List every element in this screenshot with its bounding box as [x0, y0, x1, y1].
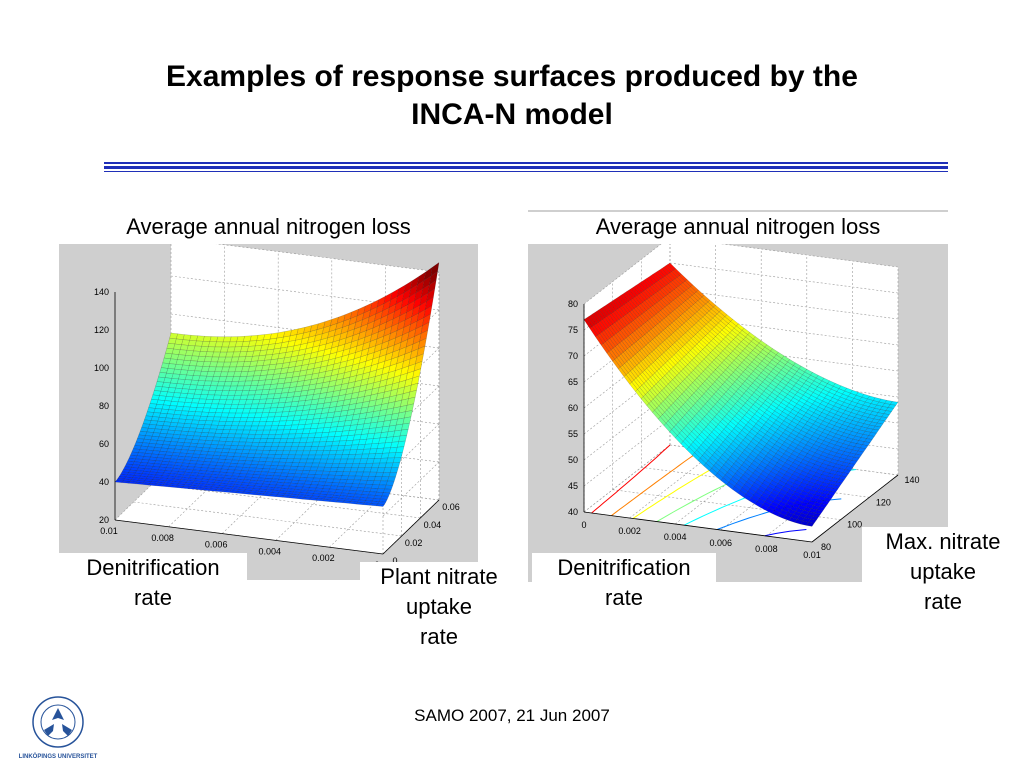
- y-tick-label: 120: [876, 497, 891, 507]
- x-axis-line: [114, 519, 384, 555]
- grid-line: [382, 461, 440, 517]
- chart-2-panel: 0 0.002 0.004 0.006 0.008 0.01 80 100 120 140 40 45…: [528, 210, 948, 582]
- y-axis-line: [811, 474, 899, 543]
- z-tick-label: 20: [99, 515, 109, 525]
- x-tick-label: 0.002: [312, 553, 335, 563]
- z-tick-label: 45: [568, 481, 578, 491]
- y-tick-label: 0.04: [424, 520, 442, 530]
- x-tick-label: 0.002: [618, 526, 641, 536]
- surface-cell: [376, 503, 385, 507]
- y-tick-label: 0.06: [442, 502, 460, 512]
- x-tick-label: 0.01: [100, 526, 118, 536]
- surface-cell: [394, 452, 403, 458]
- x-tick-label: 0.008: [151, 533, 174, 543]
- floor-contour: [591, 444, 671, 514]
- title-rule-middle: [104, 166, 948, 169]
- x-tick-label: 0.008: [755, 544, 778, 554]
- x-tick-label: 0.006: [205, 540, 228, 550]
- z-tick-label: 60: [568, 403, 578, 413]
- x-tick-label: 0: [581, 520, 586, 530]
- chart-1-panel: 0.010.0080.0060.0040.002000.020.040.0620…: [59, 216, 478, 580]
- z-tick-label: 75: [568, 325, 578, 335]
- y-tick-label: 100: [847, 520, 862, 530]
- y-tick-label: 80: [821, 542, 831, 552]
- z-tick-label: 40: [568, 507, 578, 517]
- surface-cell: [391, 462, 400, 468]
- surface: [583, 262, 899, 527]
- chart-1-plot: 0.010.0080.0060.0040.002000.020.040.0620…: [94, 237, 460, 570]
- z-tick-label: 55: [568, 429, 578, 439]
- z-tick-label: 65: [568, 377, 578, 387]
- y-axis-line: [382, 499, 440, 555]
- chart-2-y-axis-label: Max. nitrate uptake rate: [862, 527, 1024, 614]
- surface-cell: [397, 440, 406, 448]
- grid-line: [133, 501, 402, 537]
- logo-wordmark: LINKÖPINGS UNIVERSITET: [19, 753, 98, 760]
- title-line-1: Examples of response surfaces produced b…: [166, 60, 858, 93]
- z-tick-label: 60: [99, 439, 109, 449]
- surface: [114, 262, 440, 507]
- z-tick-label: 140: [94, 287, 109, 297]
- surface-cell: [383, 488, 392, 494]
- surface-cell: [384, 484, 393, 490]
- surface-cell: [583, 318, 593, 329]
- surface-cell: [392, 457, 402, 463]
- surface-cell: [395, 446, 405, 453]
- floor-contour: [764, 529, 807, 537]
- chart-2-x-axis-label: Denitrification rate: [532, 553, 716, 615]
- title-rule-top: [104, 162, 948, 164]
- z-tick-label: 50: [568, 455, 578, 465]
- y-tick-label: 0: [392, 556, 397, 566]
- z-tick-label: 80: [99, 401, 109, 411]
- chart-2-plot: 00.0020.0040.0060.0080.01801001201404045…: [568, 236, 920, 560]
- y-tick-label: 0.02: [405, 538, 423, 548]
- grid-line: [152, 483, 421, 519]
- surface-cell: [381, 492, 391, 497]
- z-tick-label: 100: [94, 363, 109, 373]
- chart-1-y-axis-label: Plant nitrate uptake rate: [360, 562, 518, 649]
- z-tick-label: 40: [99, 477, 109, 487]
- university-logo: LINKÖPINGS UNIVERSITET: [18, 694, 98, 760]
- y-tick-label: 140: [904, 475, 919, 485]
- title-rule-bottom: [104, 171, 948, 172]
- slide-title: Examples of response surfaces produced b…: [60, 58, 964, 134]
- x-tick-label: 0.004: [664, 532, 687, 542]
- x-tick-label: 0.006: [710, 538, 733, 548]
- z-tick-label: 80: [568, 299, 578, 309]
- surface-cell: [388, 472, 398, 478]
- surface-cell: [387, 476, 396, 482]
- x-axis-line: [583, 511, 813, 543]
- z-tick-label: 70: [568, 351, 578, 361]
- chart-2-title: Average annual nitrogen loss: [528, 212, 948, 244]
- surface-cell: [390, 467, 399, 473]
- slide-footer: SAMO 2007, 21 Jun 2007: [414, 706, 610, 725]
- title-line-2: INCA-N model: [411, 98, 613, 131]
- chart-1-title: Average annual nitrogen loss: [59, 212, 478, 244]
- floor-contour: [611, 448, 703, 517]
- chart-1-x-axis-label: Denitrification rate: [59, 553, 247, 615]
- x-tick-label: 0.004: [259, 546, 282, 556]
- x-tick-label: 0.01: [803, 550, 821, 560]
- z-tick-label: 120: [94, 325, 109, 335]
- surface-cell: [385, 480, 395, 486]
